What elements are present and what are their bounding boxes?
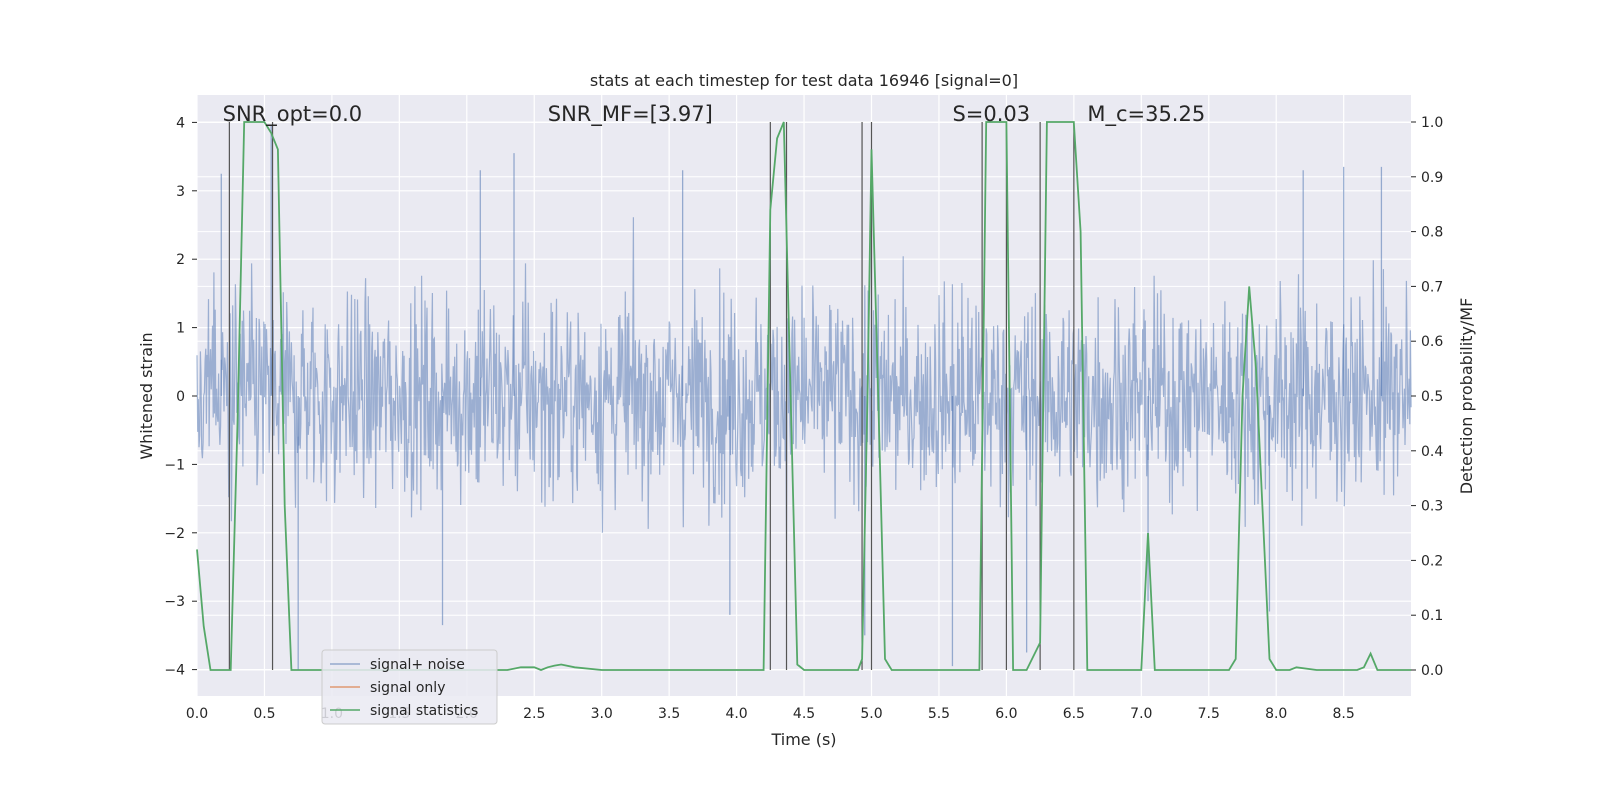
annotation-2: S=0.03: [952, 102, 1030, 126]
y2-tick-label: 0.8: [1421, 225, 1443, 241]
y2-tick-label: 0.4: [1421, 444, 1443, 460]
y2-tick-label: 0.1: [1421, 608, 1443, 624]
x-axis-label: Time (s): [770, 730, 836, 749]
legend-box: [321, 649, 498, 725]
x-tick-label: 6.0: [995, 706, 1017, 722]
y2-axis-label: Detection probability/MF: [1457, 298, 1476, 495]
y-tick-label: −3: [164, 594, 185, 610]
legend-label-signal-statistics: signal statistics: [370, 703, 478, 719]
noise-trace: [196, 217, 1412, 541]
legend-label-signal-only: signal only: [370, 680, 445, 696]
legend: signal+ noise signal only signal statist…: [321, 649, 498, 725]
y-axis-ticks: −4 −3 −2 −1 0 1 2 3 4: [164, 115, 197, 679]
legend-label-signal-noise: signal+ noise: [370, 657, 465, 673]
y-tick-label: 4: [176, 115, 185, 131]
x-tick-label: 8.5: [1333, 706, 1355, 722]
x-tick-label: 8.0: [1265, 706, 1287, 722]
y2-axis-ticks: 0.0 0.1 0.2 0.3 0.4 0.5 0.6 0.7 0.8 0.9 1.0: [1411, 115, 1443, 679]
x-tick-label: 2.5: [523, 706, 545, 722]
x-tick-label: 7.5: [1198, 706, 1220, 722]
y-tick-label: 0: [176, 389, 185, 405]
y-tick-label: 1: [176, 321, 185, 337]
x-tick-label: 7.0: [1130, 706, 1152, 722]
y2-tick-label: 0.9: [1421, 170, 1443, 186]
x-tick-label: 3.5: [658, 706, 680, 722]
y2-tick-label: 0.0: [1421, 663, 1443, 679]
y2-tick-label: 1.0: [1421, 115, 1443, 131]
chart-title: stats at each timestep for test data 169…: [590, 71, 1018, 90]
series-signal-statistics: [196, 121, 1412, 671]
x-tick-label: 3.0: [591, 706, 613, 722]
x-tick-label: 0.0: [186, 706, 208, 722]
annotation-0: SNR_opt=0.0: [223, 102, 363, 127]
x-tick-label: 5.5: [928, 706, 950, 722]
y2-tick-label: 0.7: [1421, 279, 1443, 295]
x-tick-label: 5.0: [860, 706, 882, 722]
y-tick-label: −2: [164, 526, 185, 542]
x-tick-label: 0.5: [253, 706, 275, 722]
annotations: SNR_opt=0.0 SNR_MF=[3.97] S=0.03 M_c=35.25: [223, 102, 1206, 127]
y-tick-label: 2: [176, 252, 185, 268]
x-tick-label: 4.0: [725, 706, 747, 722]
y2-tick-label: 0.2: [1421, 553, 1443, 569]
y-tick-label: −1: [164, 457, 185, 473]
x-tick-label: 4.5: [793, 706, 815, 722]
x-tick-label: 6.5: [1063, 706, 1085, 722]
y-tick-label: −4: [164, 663, 185, 679]
y2-tick-label: 0.3: [1421, 499, 1443, 515]
annotation-1: SNR_MF=[3.97]: [548, 102, 713, 127]
y2-tick-label: 0.6: [1421, 334, 1443, 350]
y-axis-label: Whitened strain: [137, 332, 156, 459]
statistics-line: [196, 121, 1412, 671]
annotation-3: M_c=35.25: [1087, 102, 1205, 127]
y2-tick-label: 0.5: [1421, 389, 1443, 405]
y-tick-label: 3: [176, 184, 185, 200]
